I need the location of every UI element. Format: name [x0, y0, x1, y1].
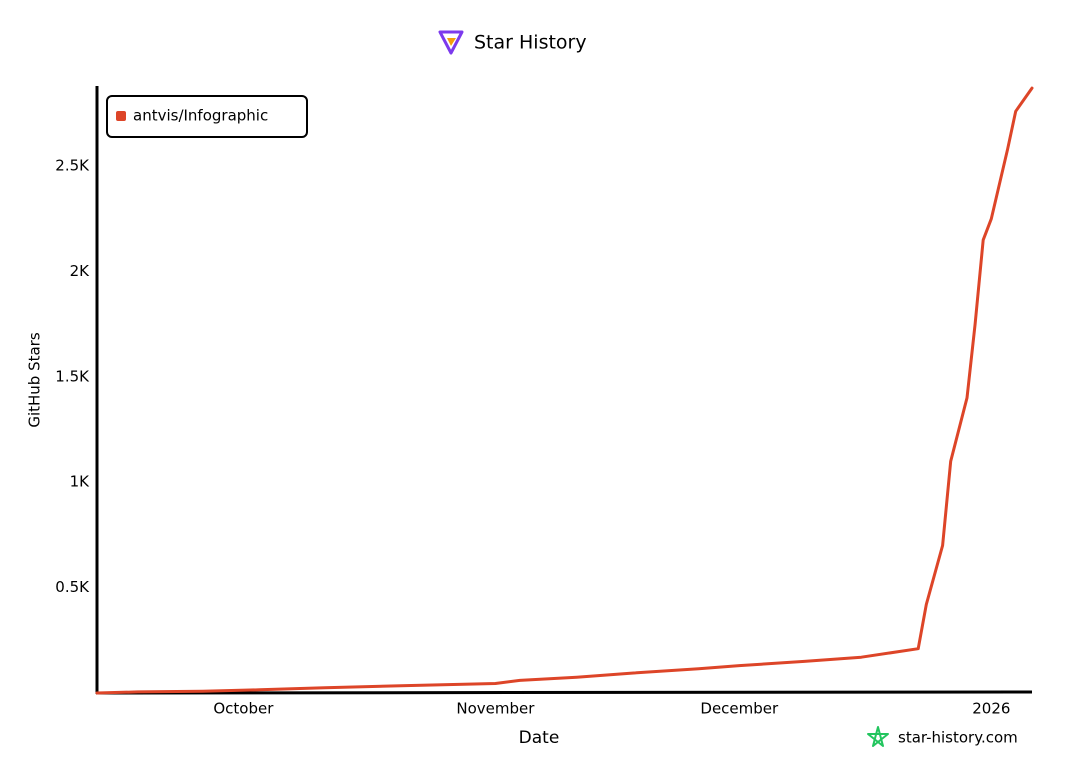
x-axis — [95, 690, 1033, 695]
chart-title: Star History — [474, 32, 587, 54]
legend-box — [106, 95, 308, 138]
x-tick-label: December — [700, 700, 779, 718]
y-tick-label: 2K — [70, 262, 91, 280]
y-tick-label: 2.5K — [55, 157, 90, 175]
logo — [438, 30, 464, 55]
legend-swatch — [116, 111, 126, 121]
y-axis-label: GitHub Stars — [26, 332, 44, 428]
y-tick-label: 1K — [70, 473, 91, 491]
x-tick-label: November — [456, 700, 535, 718]
y-tick-label: 1.5K — [55, 367, 90, 385]
y-tick-label: 0.5K — [55, 578, 90, 596]
x-tick-label: 2026 — [972, 700, 1010, 718]
legend-label: antvis/Infographic — [133, 107, 268, 125]
watermark: star-history.com — [867, 726, 1018, 747]
line — [95, 86, 1034, 695]
x-axis-label: Date — [519, 728, 560, 748]
watermark-text: star-history.com — [898, 729, 1018, 747]
x-tick-label: October — [213, 700, 274, 718]
